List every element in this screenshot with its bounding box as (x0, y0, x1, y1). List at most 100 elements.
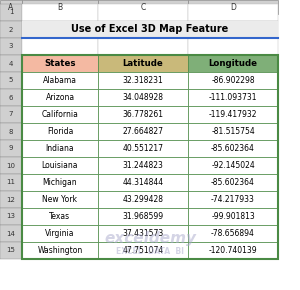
Bar (22, 55, 98, 72)
Bar (0, 208, 22, 225)
Bar (188, 140, 278, 157)
Text: 47.751074: 47.751074 (122, 246, 164, 255)
Text: EXCEL  DATA  BI: EXCEL DATA BI (116, 247, 184, 256)
Text: 34.048928: 34.048928 (122, 93, 164, 102)
Bar (188, 55, 278, 72)
Text: 14: 14 (7, 231, 15, 237)
Bar (22, 89, 98, 106)
Bar (22, 38, 98, 55)
Text: Use of Excel 3D Map Feature: Use of Excel 3D Map Feature (71, 24, 229, 35)
Bar (98, 242, 188, 259)
Text: 4: 4 (9, 61, 13, 66)
Bar (0, 55, 22, 72)
Text: New York: New York (43, 195, 77, 204)
Text: Florida: Florida (47, 127, 73, 136)
Bar (98, 157, 188, 174)
Text: Washington: Washington (38, 246, 82, 255)
Bar (98, 123, 188, 140)
Text: Michigan: Michigan (43, 178, 77, 187)
Bar (188, 106, 278, 123)
Text: -81.515754: -81.515754 (211, 127, 255, 136)
Bar (98, 140, 188, 157)
Text: 36.778261: 36.778261 (122, 110, 164, 119)
Bar (22, 140, 98, 157)
Bar (98, 242, 188, 259)
Bar (98, 225, 188, 242)
Text: 31.968599: 31.968599 (122, 212, 164, 221)
Bar (188, 225, 278, 242)
Bar (0, 21, 22, 38)
Bar (188, 21, 278, 38)
Text: 3: 3 (9, 44, 13, 50)
Bar (188, 38, 278, 55)
Bar (22, 55, 98, 72)
Bar (0, 0, 22, 14)
Bar (22, 123, 98, 140)
Bar (98, 123, 188, 140)
Text: -86.902298: -86.902298 (211, 76, 255, 85)
Bar (98, 21, 188, 38)
Bar (0, 225, 22, 242)
Bar (22, 191, 98, 208)
Bar (22, 0, 98, 14)
Text: Latitude: Latitude (123, 59, 164, 68)
Bar (98, 208, 188, 225)
Bar (188, 123, 278, 140)
Bar (0, 242, 22, 259)
Bar (22, 225, 98, 242)
Text: D: D (230, 3, 236, 12)
Bar (98, 174, 188, 191)
Bar (98, 89, 188, 106)
Bar (98, 55, 188, 72)
Bar (22, 21, 98, 38)
Text: Virginia: Virginia (45, 229, 75, 238)
Text: -99.901813: -99.901813 (211, 212, 255, 221)
Bar (22, 157, 98, 174)
Text: C: C (140, 3, 146, 12)
Text: Alabama: Alabama (43, 76, 77, 85)
Bar (22, 21, 278, 38)
Bar (188, 225, 278, 242)
Bar (188, 157, 278, 174)
Text: 8: 8 (9, 128, 13, 135)
Bar (0, 4, 22, 21)
Text: Indiana: Indiana (46, 144, 74, 153)
Text: -92.145024: -92.145024 (211, 161, 255, 170)
Text: -85.602364: -85.602364 (211, 144, 255, 153)
Bar (98, 55, 188, 72)
Text: -119.417932: -119.417932 (209, 110, 257, 119)
Text: -111.093731: -111.093731 (209, 93, 257, 102)
Bar (22, 72, 98, 89)
Text: 15: 15 (7, 247, 15, 253)
Bar (22, 225, 98, 242)
Text: States: States (44, 59, 76, 68)
Bar (22, 208, 98, 225)
Text: B: B (57, 3, 63, 12)
Bar (0, 89, 22, 106)
Text: Texas: Texas (50, 212, 70, 221)
Bar (22, 140, 98, 157)
Bar (98, 72, 188, 89)
Bar (0, 157, 22, 174)
Bar (188, 242, 278, 259)
Bar (188, 106, 278, 123)
Bar (98, 191, 188, 208)
Bar (22, 89, 98, 106)
Bar (98, 38, 188, 55)
Text: 40.551217: 40.551217 (122, 144, 164, 153)
Bar (98, 174, 188, 191)
Text: 13: 13 (7, 213, 16, 220)
Text: Longitude: Longitude (208, 59, 257, 68)
Bar (22, 4, 98, 21)
Text: 37.431573: 37.431573 (122, 229, 164, 238)
Bar (188, 123, 278, 140)
Bar (0, 191, 22, 208)
Bar (188, 55, 278, 72)
Bar (98, 157, 188, 174)
Bar (22, 157, 98, 174)
Bar (0, 106, 22, 123)
Bar (188, 191, 278, 208)
Text: -85.602364: -85.602364 (211, 178, 255, 187)
Bar (188, 208, 278, 225)
Text: -74.217933: -74.217933 (211, 195, 255, 204)
